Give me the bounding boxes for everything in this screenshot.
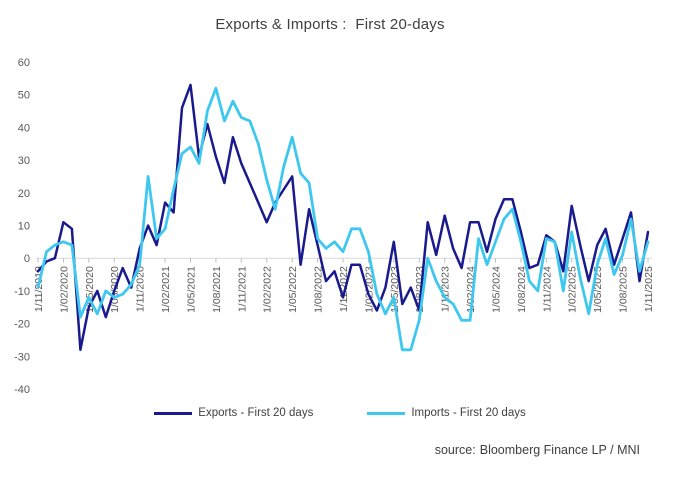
y-axis-label: -30 xyxy=(14,351,30,363)
y-axis-label: -20 xyxy=(14,319,30,331)
y-axis-label: 20 xyxy=(18,188,30,200)
x-axis-label: 1/02/2025 xyxy=(567,266,579,313)
legend-label-imports: Imports - First 20 days xyxy=(411,407,526,419)
y-axis-label: 10 xyxy=(18,221,30,233)
source-label: source: xyxy=(434,443,476,457)
chart-title: Exports & Imports : First 20-days xyxy=(215,16,445,33)
x-axis-label: 1/02/2020 xyxy=(58,266,70,313)
legend-label-exports: Exports - First 20 days xyxy=(198,407,314,419)
x-axis-label: 1/08/2025 xyxy=(618,266,630,313)
x-axis-label: 1/08/2021 xyxy=(211,266,223,313)
x-axis-label: 1/11/2025 xyxy=(643,266,655,312)
exports-line-swatch xyxy=(154,411,193,415)
x-axis-label: 1/05/2021 xyxy=(185,266,197,313)
x-axis-label: 1/02/2021 xyxy=(160,266,172,313)
x-axis-label: 1/11/2019 xyxy=(33,266,45,312)
y-axis-label: 0 xyxy=(24,253,30,265)
y-axis-label: 50 xyxy=(18,90,30,102)
x-axis-label: 1/08/2024 xyxy=(516,266,528,313)
y-axis-label: 30 xyxy=(18,155,30,167)
x-axis-label: 1/11/2020 xyxy=(135,266,147,312)
source-value: Bloomberg Finance LP / MNI xyxy=(479,443,640,457)
x-axis-label: 1/02/2022 xyxy=(262,266,274,313)
x-axis-label: 1/05/2024 xyxy=(490,266,502,313)
chart-legend: Exports - First 20 days Imports - First … xyxy=(0,407,680,419)
legend-item-exports: Exports - First 20 days xyxy=(154,407,313,419)
x-axis-label: 1/11/2024 xyxy=(541,266,553,312)
y-axis-label: -10 xyxy=(14,286,30,298)
legend-item-imports: Imports - First 20 days xyxy=(367,407,526,419)
imports-line xyxy=(36,86,650,352)
y-axis-label: 40 xyxy=(18,122,30,134)
x-axis-label: 1/05/2022 xyxy=(287,266,299,313)
source-note: source: Bloomberg Finance LP / MNI xyxy=(431,443,640,457)
y-axis-label: 60 xyxy=(18,57,30,69)
imports-line-swatch xyxy=(367,411,406,415)
exports-line xyxy=(36,83,650,352)
line-chart: 60 50 40 30 20 10 0 -10 -20 -30 -40 1/11/2019 1/02/2… xyxy=(14,57,655,396)
x-axis-label: 1/08/2022 xyxy=(313,266,325,313)
y-axis-label: -40 xyxy=(14,384,30,396)
x-axis-label: 1/11/2021 xyxy=(236,266,248,312)
